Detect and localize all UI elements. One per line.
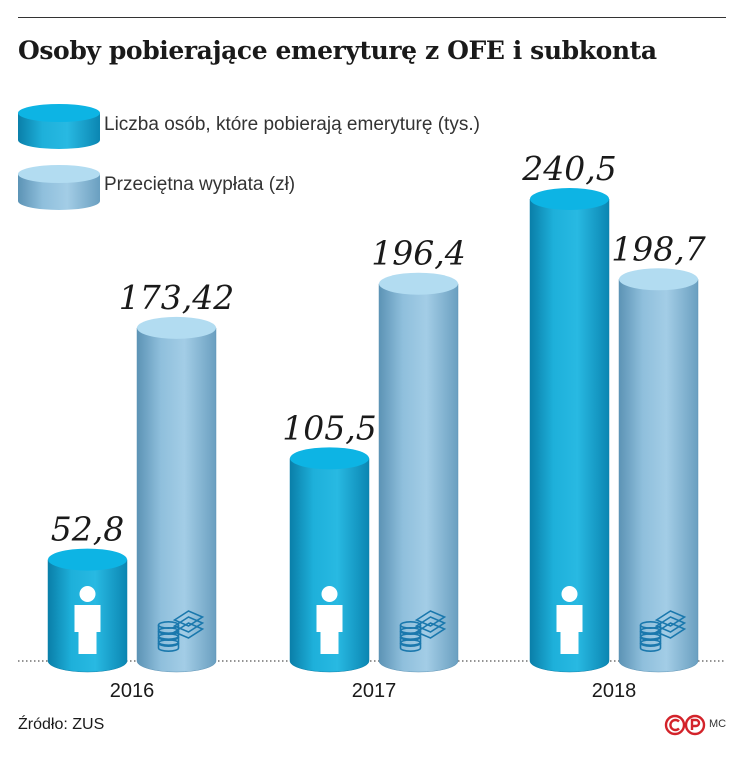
- top-rule: [18, 17, 726, 18]
- publisher-logo: [664, 714, 706, 736]
- coins-icon: [157, 610, 205, 652]
- coins-icon: [639, 610, 687, 652]
- source-note: Źródło: ZUS: [18, 716, 105, 733]
- year-label-2018: 2018: [592, 680, 637, 702]
- bar-people-2016: [47, 548, 128, 673]
- person-icon: [74, 586, 101, 654]
- author-initials: MC: [709, 718, 727, 730]
- bar-payout-2017: [378, 272, 459, 673]
- legend-swatch-1: [18, 165, 100, 210]
- value-label: 196,4: [371, 234, 465, 273]
- coins-icon: [399, 610, 447, 652]
- person-icon: [316, 586, 343, 654]
- person-icon: [556, 586, 583, 654]
- value-label: 52,8: [51, 510, 124, 549]
- legend-swatch-0: [18, 104, 100, 149]
- bar-payout-2018: [618, 268, 699, 673]
- year-label-2016: 2016: [110, 680, 155, 702]
- year-label-2017: 2017: [352, 680, 397, 702]
- value-label: 105,5: [282, 408, 376, 447]
- bar-payout-2016: [136, 316, 217, 673]
- bar-people-2018: [529, 188, 610, 673]
- value-label: 240,5: [521, 149, 616, 188]
- legend-label-people: Liczba osób, które pobierają emeryturę (…: [104, 114, 480, 135]
- legend-label-payout: Przeciętna wypłata (zł): [104, 174, 296, 195]
- value-label: 198,7: [611, 229, 705, 268]
- bar-people-2017: [289, 447, 370, 673]
- chart-title: Osoby pobierające emeryturę z OFE i subk…: [18, 36, 657, 65]
- value-label: 173,42: [119, 278, 234, 317]
